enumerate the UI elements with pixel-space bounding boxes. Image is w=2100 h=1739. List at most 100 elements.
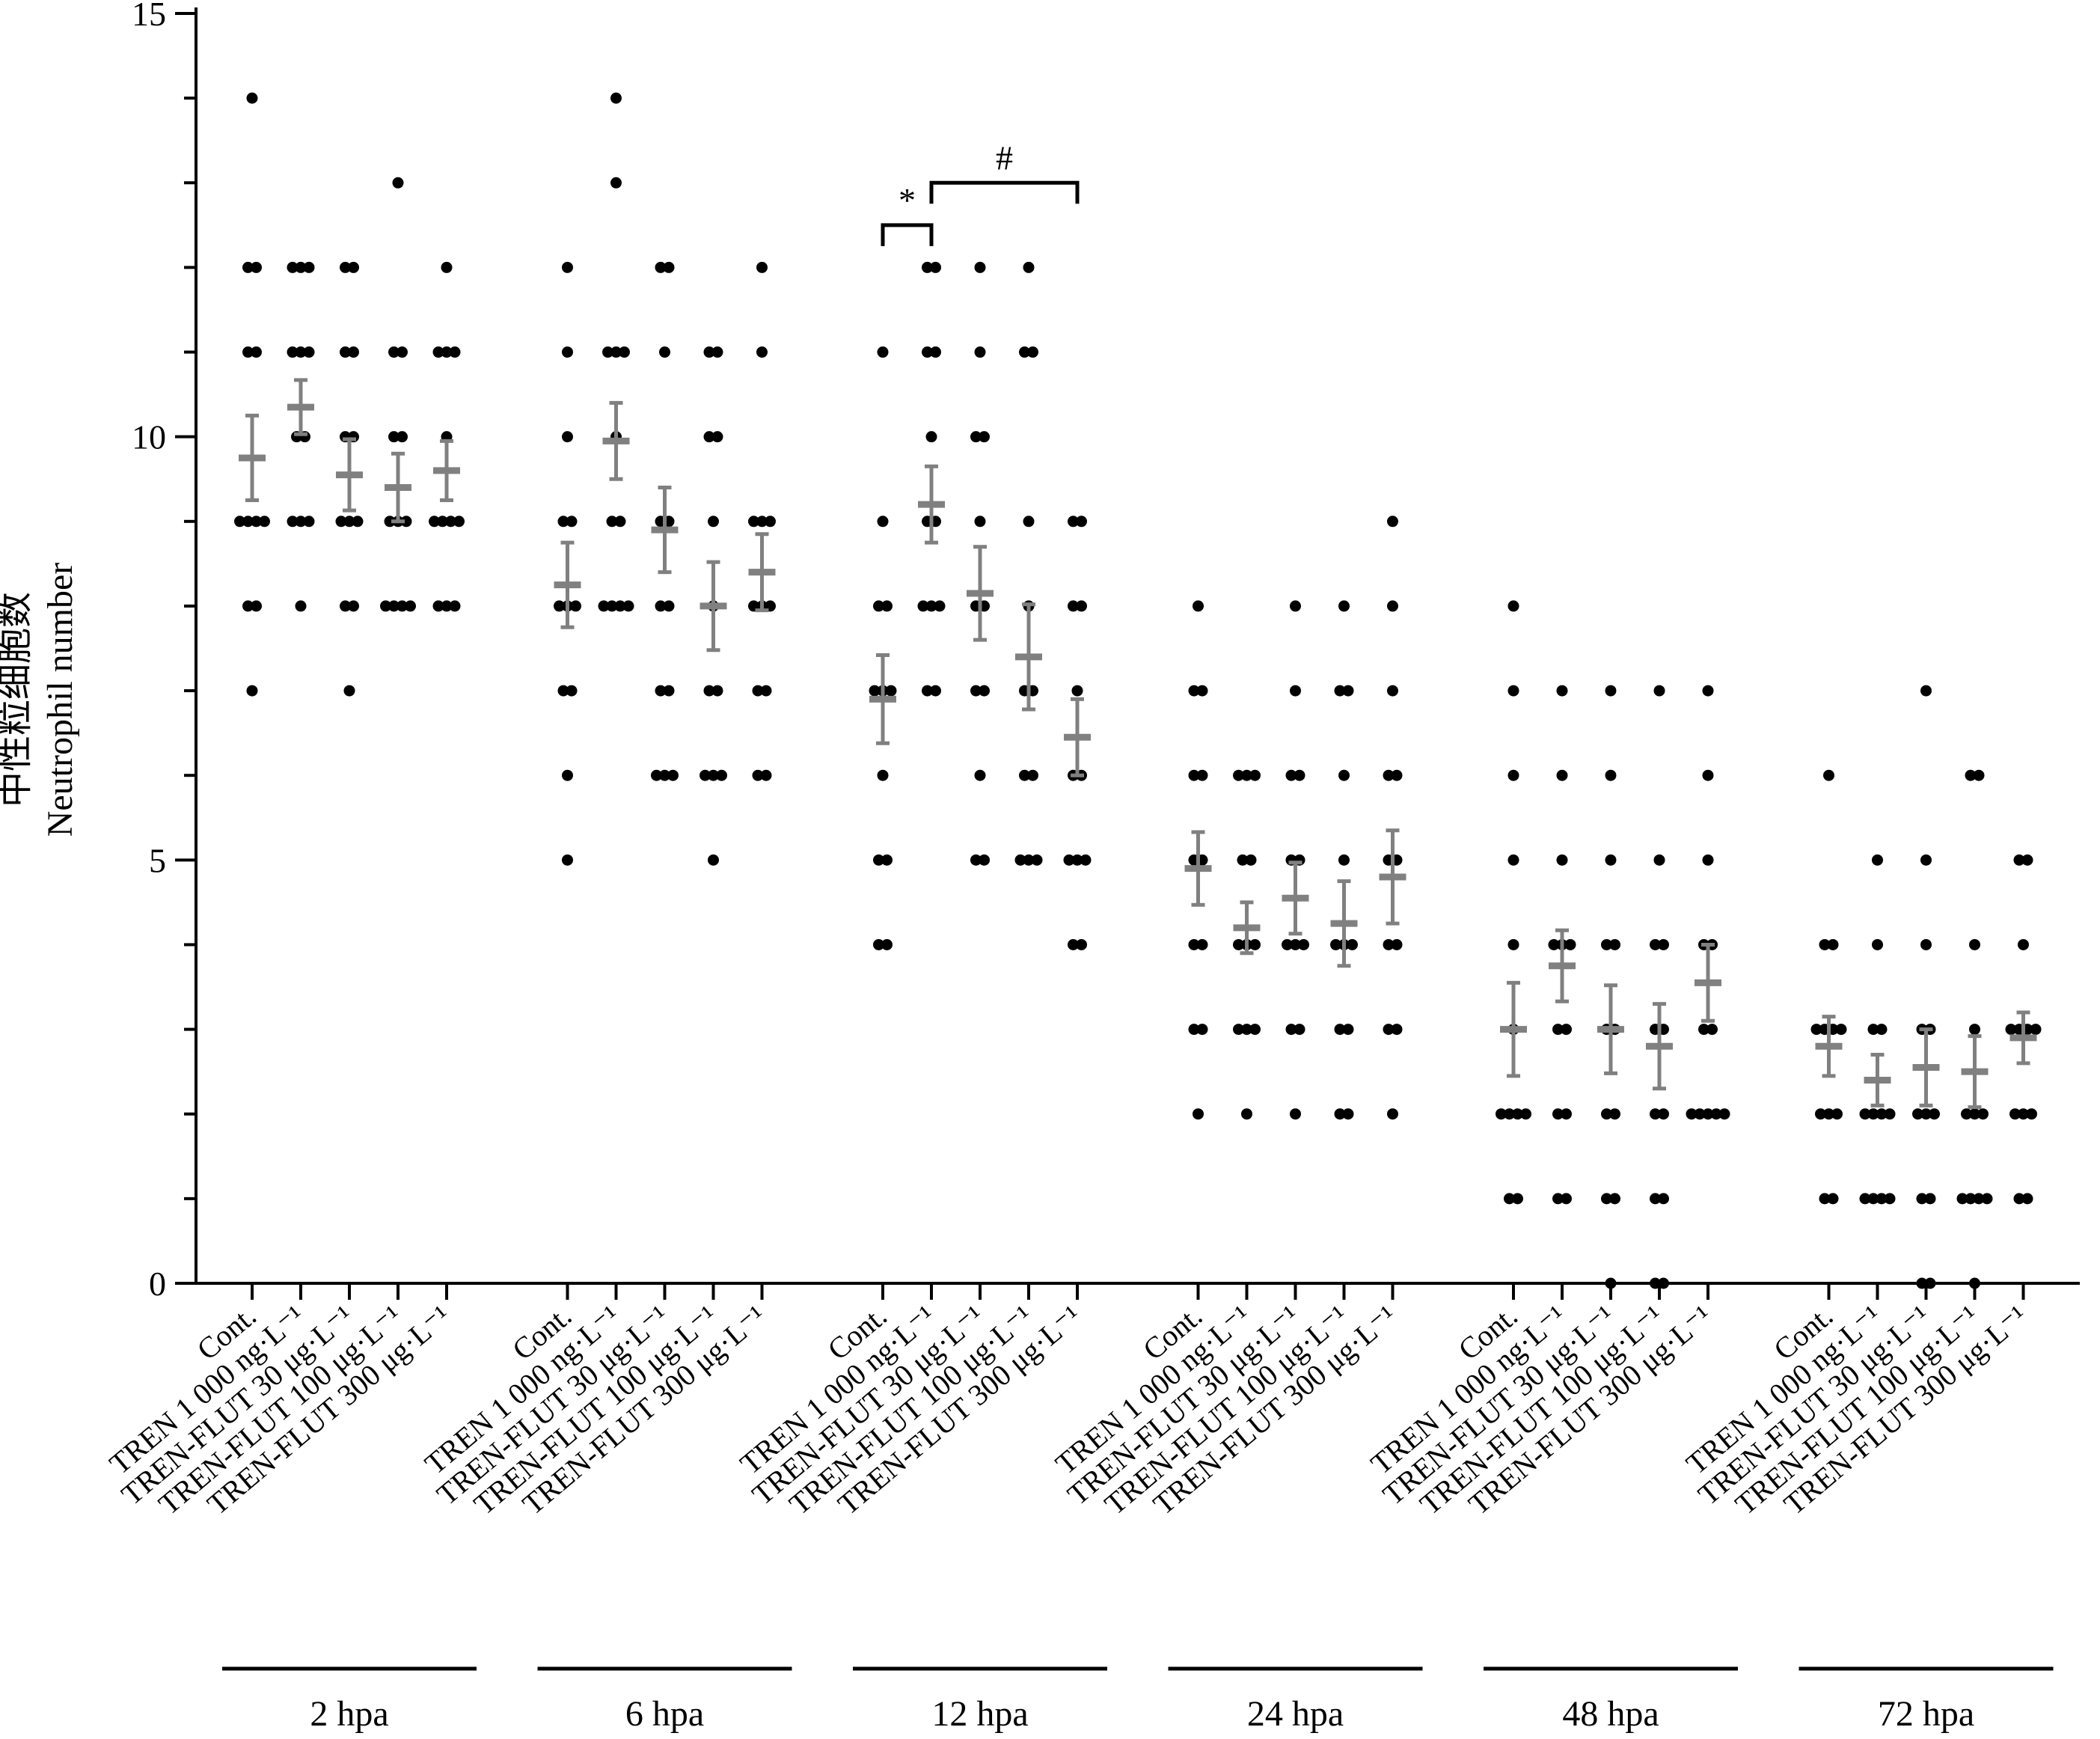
data-point xyxy=(1507,938,1519,950)
data-point xyxy=(1063,854,1075,866)
data-point xyxy=(566,685,578,697)
data-point xyxy=(614,516,626,528)
data-point xyxy=(242,346,254,358)
data-point xyxy=(873,854,884,866)
data-point xyxy=(1653,685,1665,697)
data-point xyxy=(1876,1108,1888,1120)
data-point xyxy=(873,938,884,950)
data-point xyxy=(1694,1108,1706,1120)
data-point xyxy=(445,516,456,528)
data-point xyxy=(1658,1108,1669,1120)
data-point xyxy=(432,346,444,358)
data-point xyxy=(234,516,245,528)
data-point xyxy=(1188,938,1200,950)
data-point xyxy=(970,685,982,697)
data-point xyxy=(1294,1024,1305,1036)
data-point xyxy=(2018,1108,2029,1120)
data-point xyxy=(287,346,299,358)
data-point xyxy=(1334,1108,1346,1120)
data-point xyxy=(1859,1193,1871,1205)
data-point xyxy=(1249,769,1261,781)
data-point xyxy=(1387,516,1398,528)
data-point xyxy=(1196,1024,1208,1036)
data-point xyxy=(1342,685,1354,697)
data-point xyxy=(437,516,448,528)
data-point xyxy=(708,516,719,528)
data-point xyxy=(1924,1277,1936,1289)
data-point xyxy=(441,600,453,612)
data-point xyxy=(756,516,768,528)
data-point xyxy=(1605,1277,1617,1289)
data-point xyxy=(1080,854,1092,866)
data-point xyxy=(1965,769,1977,781)
data-point xyxy=(1650,938,1661,950)
data-point xyxy=(343,685,355,697)
data-point xyxy=(441,346,453,358)
data-point xyxy=(1601,1108,1612,1120)
data-point xyxy=(711,431,723,443)
data-point xyxy=(380,600,391,612)
data-point xyxy=(756,261,768,273)
data-point xyxy=(1068,938,1079,950)
data-point xyxy=(598,600,610,612)
data-point xyxy=(1241,1024,1252,1036)
data-point xyxy=(1196,938,1208,950)
group-label: 12 hpa xyxy=(931,1694,1028,1734)
data-point xyxy=(756,346,768,358)
data-point xyxy=(1884,1193,1896,1205)
data-point xyxy=(2030,1024,2042,1036)
data-point xyxy=(602,346,613,358)
data-point xyxy=(1290,1108,1301,1120)
data-point xyxy=(1193,1108,1204,1120)
data-point xyxy=(1338,600,1350,612)
data-point xyxy=(765,516,776,528)
data-point xyxy=(1383,769,1395,781)
data-point xyxy=(703,346,715,358)
data-point xyxy=(711,685,723,697)
data-point xyxy=(2013,1193,2025,1205)
data-point xyxy=(1561,1193,1572,1205)
data-point xyxy=(1031,854,1043,866)
data-point xyxy=(1507,685,1519,697)
data-point xyxy=(1650,1193,1661,1205)
data-point xyxy=(922,261,933,273)
data-point xyxy=(1969,1108,1980,1120)
data-point xyxy=(925,600,937,612)
data-point xyxy=(1876,1193,1888,1205)
data-point xyxy=(1241,769,1252,781)
data-point xyxy=(651,769,662,781)
data-point xyxy=(557,516,569,528)
data-point xyxy=(711,346,723,358)
data-point xyxy=(659,769,670,781)
data-point xyxy=(1391,769,1403,781)
significance-bracket xyxy=(929,180,1080,204)
data-point xyxy=(1330,938,1341,950)
data-point xyxy=(703,685,715,697)
data-point xyxy=(869,685,881,697)
data-point xyxy=(303,516,315,528)
data-point xyxy=(1969,1024,1980,1036)
data-point xyxy=(242,516,254,528)
data-point xyxy=(1556,685,1568,697)
data-point xyxy=(659,346,670,358)
data-point xyxy=(1835,1024,1847,1036)
data-point xyxy=(1027,346,1038,358)
data-point xyxy=(1564,938,1576,950)
data-point xyxy=(2013,854,2025,866)
data-point xyxy=(1507,854,1519,866)
data-point xyxy=(655,600,667,612)
data-point xyxy=(1601,938,1612,950)
data-point xyxy=(1718,1108,1730,1120)
data-point xyxy=(1698,1024,1709,1036)
data-point xyxy=(760,769,772,781)
data-point xyxy=(2026,1108,2037,1120)
data-point xyxy=(2021,1193,2033,1205)
data-point xyxy=(1294,769,1305,781)
data-point xyxy=(1383,938,1395,950)
data-point xyxy=(1290,685,1301,697)
data-point xyxy=(348,346,359,358)
data-point xyxy=(930,346,941,358)
data-point xyxy=(877,516,889,528)
data-point xyxy=(930,261,941,273)
